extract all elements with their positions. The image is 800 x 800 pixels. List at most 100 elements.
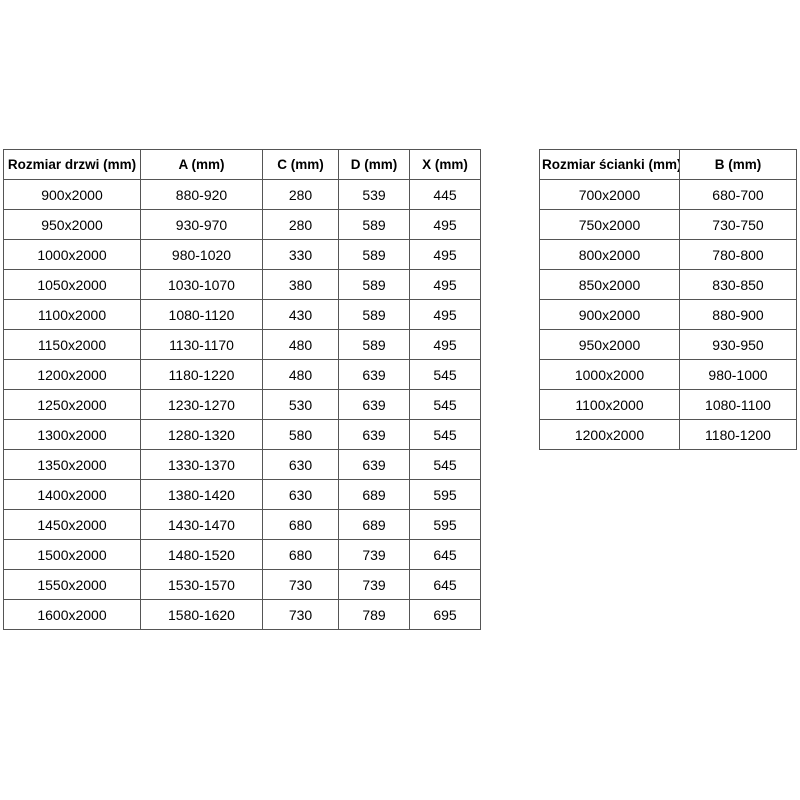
table-cell: 330 — [262, 239, 339, 270]
door-size-table: Rozmiar drzwi (mm) A (mm) C (mm) D (mm) X (m… — [3, 149, 481, 630]
table-cell: 1050x2000 — [3, 269, 141, 300]
column-header: B (mm) — [679, 149, 797, 180]
table-row: 900x2000 880-900 — [539, 299, 797, 330]
column-header: Rozmiar drzwi (mm) — [3, 149, 141, 180]
table-cell: 1100x2000 — [539, 389, 680, 420]
table-row: 1600x2000 1580-1620 730 789 695 — [3, 599, 481, 630]
table-cell: 480 — [262, 329, 339, 360]
table-cell: 1180-1220 — [140, 359, 263, 390]
table-row: 1550x2000 1530-1570 730 739 645 — [3, 569, 481, 600]
table-cell: 1480-1520 — [140, 539, 263, 570]
table-cell: 1150x2000 — [3, 329, 141, 360]
table-cell: 589 — [338, 329, 410, 360]
table-cell: 900x2000 — [3, 179, 141, 210]
table-cell: 280 — [262, 209, 339, 240]
table-cell: 1530-1570 — [140, 569, 263, 600]
table-cell: 545 — [409, 419, 481, 450]
table-cell: 1450x2000 — [3, 509, 141, 540]
table-cell: 495 — [409, 329, 481, 360]
table-row: 1450x2000 1430-1470 680 689 595 — [3, 509, 481, 540]
table-cell: 680 — [262, 509, 339, 540]
table-row: 1000x2000 980-1000 — [539, 359, 797, 390]
table-row: 1200x2000 1180-1200 — [539, 419, 797, 450]
table-cell: 950x2000 — [3, 209, 141, 240]
table-cell: 589 — [338, 239, 410, 270]
table-cell: 980-1000 — [679, 359, 797, 390]
table-cell: 1200x2000 — [3, 359, 141, 390]
table-cell: 1180-1200 — [679, 419, 797, 450]
table-cell: 730-750 — [679, 209, 797, 240]
wall-table-header-row: Rozmiar ścianki (mm) B (mm) — [539, 149, 797, 180]
table-cell: 645 — [409, 569, 481, 600]
table-cell: 700x2000 — [539, 179, 680, 210]
table-cell: 645 — [409, 539, 481, 570]
table-cell: 1500x2000 — [3, 539, 141, 570]
table-cell: 380 — [262, 269, 339, 300]
table-cell: 739 — [338, 539, 410, 570]
table-cell: 739 — [338, 569, 410, 600]
column-header: Rozmiar ścianki (mm) — [539, 149, 680, 180]
table-cell: 430 — [262, 299, 339, 330]
table-cell: 545 — [409, 449, 481, 480]
table-row: 1100x2000 1080-1100 — [539, 389, 797, 420]
table-row: 900x2000 880-920 280 539 445 — [3, 179, 481, 210]
table-cell: 595 — [409, 479, 481, 510]
table-cell: 750x2000 — [539, 209, 680, 240]
table-cell: 680-700 — [679, 179, 797, 210]
table-cell: 1330-1370 — [140, 449, 263, 480]
table-cell: 1380-1420 — [140, 479, 263, 510]
table-cell: 545 — [409, 359, 481, 390]
table-cell: 445 — [409, 179, 481, 210]
table-cell: 495 — [409, 209, 481, 240]
table-cell: 495 — [409, 269, 481, 300]
table-cell: 900x2000 — [539, 299, 680, 330]
table-row: 1350x2000 1330-1370 630 639 545 — [3, 449, 481, 480]
table-row: 850x2000 830-850 — [539, 269, 797, 300]
table-cell: 1580-1620 — [140, 599, 263, 630]
table-row: 1150x2000 1130-1170 480 589 495 — [3, 329, 481, 360]
table-cell: 1100x2000 — [3, 299, 141, 330]
table-cell: 1430-1470 — [140, 509, 263, 540]
table-cell: 730 — [262, 599, 339, 630]
table-cell: 1130-1170 — [140, 329, 263, 360]
table-cell: 1550x2000 — [3, 569, 141, 600]
table-cell: 539 — [338, 179, 410, 210]
table-cell: 580 — [262, 419, 339, 450]
column-header: D (mm) — [338, 149, 410, 180]
table-row: 1400x2000 1380-1420 630 689 595 — [3, 479, 481, 510]
table-row: 1200x2000 1180-1220 480 639 545 — [3, 359, 481, 390]
table-cell: 880-900 — [679, 299, 797, 330]
table-cell: 1080-1120 — [140, 299, 263, 330]
table-cell: 630 — [262, 449, 339, 480]
door-table-header-row: Rozmiar drzwi (mm) A (mm) C (mm) D (mm) X (m… — [3, 149, 481, 180]
table-row: 750x2000 730-750 — [539, 209, 797, 240]
table-cell: 530 — [262, 389, 339, 420]
table-cell: 1250x2000 — [3, 389, 141, 420]
column-header: A (mm) — [140, 149, 263, 180]
table-cell: 695 — [409, 599, 481, 630]
table-cell: 730 — [262, 569, 339, 600]
table-cell: 639 — [338, 359, 410, 390]
table-row: 1050x2000 1030-1070 380 589 495 — [3, 269, 481, 300]
table-cell: 950x2000 — [539, 329, 680, 360]
table-cell: 850x2000 — [539, 269, 680, 300]
table-cell: 1030-1070 — [140, 269, 263, 300]
table-cell: 1280-1320 — [140, 419, 263, 450]
table-cell: 1400x2000 — [3, 479, 141, 510]
door-table-body: 900x2000 880-920 280 539 445 950x2000 930-970 2… — [3, 179, 481, 630]
table-cell: 495 — [409, 299, 481, 330]
table-cell: 930-970 — [140, 209, 263, 240]
table-cell: 800x2000 — [539, 239, 680, 270]
wall-table-body: 700x2000 680-700 750x2000 730-750 800x2000 78… — [539, 179, 797, 450]
table-cell: 630 — [262, 479, 339, 510]
table-cell: 1080-1100 — [679, 389, 797, 420]
table-cell: 589 — [338, 209, 410, 240]
table-cell: 480 — [262, 359, 339, 390]
table-row: 700x2000 680-700 — [539, 179, 797, 210]
table-cell: 680 — [262, 539, 339, 570]
column-header: C (mm) — [262, 149, 339, 180]
table-cell: 930-950 — [679, 329, 797, 360]
table-cell: 1350x2000 — [3, 449, 141, 480]
table-row: 1100x2000 1080-1120 430 589 495 — [3, 299, 481, 330]
table-row: 1000x2000 980-1020 330 589 495 — [3, 239, 481, 270]
